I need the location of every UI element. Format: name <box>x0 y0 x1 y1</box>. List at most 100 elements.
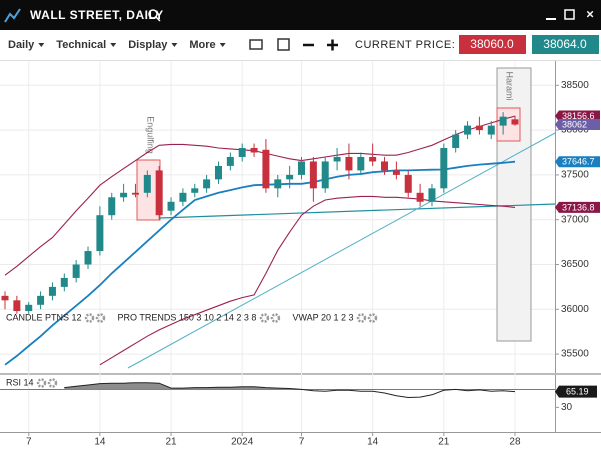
y-tick-label: 37500 <box>561 170 589 181</box>
indicator-bg <box>115 311 126 324</box>
x-tick-label: 14 <box>94 437 106 448</box>
rsi-current-tag <box>555 385 597 398</box>
indicator-line <box>99 195 516 366</box>
close-button[interactable]: × <box>586 6 594 21</box>
indicator-bg <box>290 311 301 324</box>
search-icon[interactable] <box>148 9 158 19</box>
candle-body <box>487 125 495 135</box>
y-tick-label: 38500 <box>561 80 589 91</box>
menu-button[interactable]: Daily <box>8 39 35 51</box>
y-tick-label: 36500 <box>561 259 589 270</box>
rsi-tick-label: 30 <box>561 402 573 413</box>
candle-body <box>167 201 175 211</box>
pattern-label: Engulfing <box>146 116 156 154</box>
candle-body <box>357 156 365 171</box>
x-tick-label: 21 <box>438 437 450 448</box>
candle-body <box>120 192 128 198</box>
candle-body <box>511 119 519 125</box>
candle-body <box>369 156 377 162</box>
ask-price: 38064.0 <box>543 37 587 51</box>
candle-body <box>37 295 45 305</box>
candle-body <box>392 170 400 175</box>
candle-body <box>309 161 317 189</box>
indicator-label: PRO TRENDS 150 3 10 2 14 2 3 8 <box>118 312 257 322</box>
settings-icon[interactable] <box>356 313 367 323</box>
x-tick-label: 21 <box>165 437 177 448</box>
grid <box>0 61 555 432</box>
menu-button[interactable]: Display <box>128 39 168 51</box>
price-tag-label: 38156.6 <box>562 111 595 121</box>
y-tick-label: 38000 <box>561 125 589 136</box>
settings-icon[interactable] <box>84 313 95 323</box>
candle-body <box>464 125 472 135</box>
trendline <box>127 132 555 369</box>
open-icon[interactable] <box>249 39 263 50</box>
candle-body <box>84 251 92 265</box>
rsi-name: RSI 14 <box>6 377 34 387</box>
indicator-label: VWAP 20 1 2 3 <box>292 312 353 322</box>
price-tag <box>555 119 600 131</box>
candle-body <box>286 174 294 180</box>
settings-icon[interactable] <box>36 378 47 388</box>
price-tag <box>555 201 600 213</box>
logo <box>4 8 21 23</box>
menu-button[interactable]: More <box>189 39 215 51</box>
price-tag <box>555 110 600 122</box>
settings-icon[interactable] <box>259 313 270 323</box>
candle-body <box>191 188 199 193</box>
save-icon[interactable] <box>277 38 290 51</box>
candle-body <box>404 174 412 193</box>
x-tick-label: 28 <box>509 437 521 448</box>
settings-icon[interactable] <box>270 313 281 323</box>
candle-body <box>203 179 211 189</box>
candle-body <box>72 264 80 278</box>
candle-body <box>13 300 21 312</box>
x-tick-label: 7 <box>299 437 305 448</box>
settings-icon[interactable] <box>47 378 58 388</box>
ask-box[interactable] <box>532 35 599 54</box>
settings-icon[interactable] <box>95 313 106 323</box>
pattern-label: Harami <box>505 71 515 100</box>
candle-body <box>416 192 424 202</box>
price-tag-label: 37646.7 <box>562 157 595 167</box>
current-price-label: CURRENT PRICE: <box>355 39 455 51</box>
header-bar <box>0 0 601 30</box>
menu-caret <box>171 43 178 47</box>
indicator-line <box>4 160 516 366</box>
popout-button[interactable] <box>564 9 575 20</box>
menu-group: Daily Technical Display More <box>8 39 226 51</box>
rsi-overbought <box>64 382 302 390</box>
y-tick-label: 37000 <box>561 214 589 225</box>
candle-body <box>179 192 187 202</box>
candles <box>1 112 519 314</box>
bid-price: 38060.0 <box>470 37 514 51</box>
candle-body <box>475 125 483 131</box>
rsi-area <box>64 382 302 390</box>
search-icon-handle <box>155 16 161 22</box>
indicator-label: CANDLE PTNS 12 <box>6 312 82 322</box>
candle-body <box>345 156 353 171</box>
candle-body <box>499 116 507 126</box>
candle-body <box>262 149 270 189</box>
candle-body <box>108 197 116 216</box>
candle-body <box>155 170 163 216</box>
candle-body <box>381 161 389 171</box>
menu-button[interactable]: Technical <box>56 39 106 51</box>
price-tag-label: 38062 <box>562 119 587 129</box>
candle-body <box>60 277 68 287</box>
bid-box[interactable] <box>459 35 526 54</box>
price-tag-label: 37136.8 <box>562 202 595 212</box>
candle-body <box>143 174 151 193</box>
y-tick-label: 35500 <box>561 349 589 360</box>
trendline <box>159 203 555 219</box>
x-tick-label: 14 <box>367 437 379 448</box>
settings-icon[interactable] <box>367 313 378 323</box>
candle-body <box>214 165 222 180</box>
indicator-bg <box>4 311 14 324</box>
candle-body <box>452 134 460 149</box>
candle-body <box>25 304 33 312</box>
candle-body <box>298 161 305 175</box>
candle-body <box>321 161 329 189</box>
price-tag <box>555 156 600 168</box>
indicator-labels: CANDLE PTNS 12 PRO TRENDS 150 3 10 2 14 2… <box>4 311 378 324</box>
